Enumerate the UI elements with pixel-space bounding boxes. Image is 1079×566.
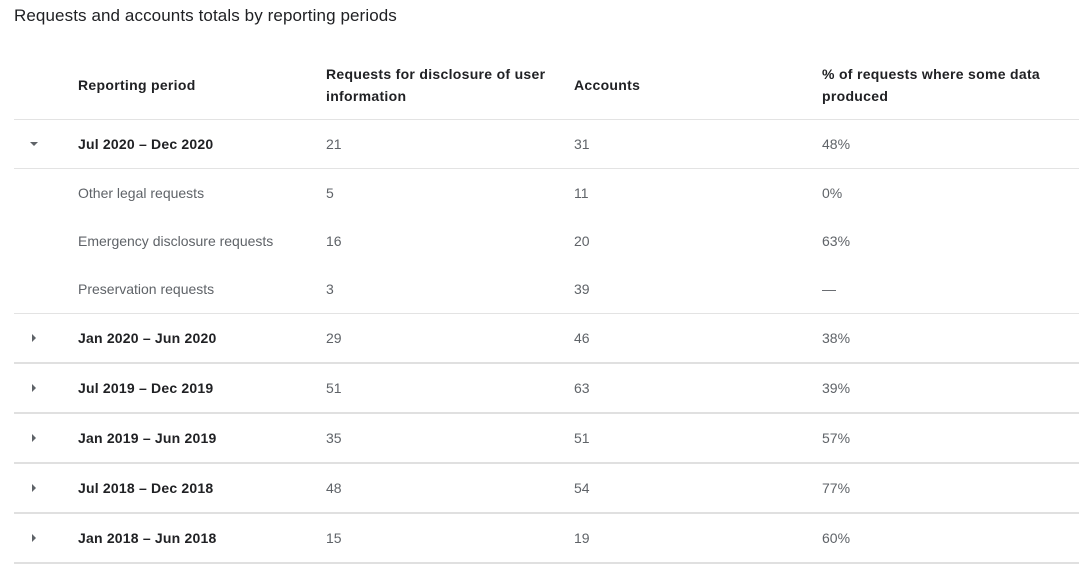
requests-value: 29 bbox=[326, 330, 342, 346]
table-subrow: Other legal requests 5 11 0% bbox=[14, 169, 1079, 217]
percent-value: 0% bbox=[822, 185, 843, 201]
column-header-requests: Requests for disclosure of user informat… bbox=[326, 65, 546, 104]
requests-value: 3 bbox=[326, 281, 334, 297]
triangle-right-icon bbox=[32, 384, 36, 392]
expand-toggle[interactable] bbox=[14, 514, 54, 562]
accounts-value: 54 bbox=[574, 480, 590, 496]
expand-toggle[interactable] bbox=[14, 364, 54, 412]
table-row-period-expanded[interactable]: Jul 2020 – Dec 2020 21 31 48% bbox=[14, 120, 1079, 169]
percent-value: 77% bbox=[822, 480, 851, 496]
accounts-value: 11 bbox=[574, 185, 589, 201]
requests-value: 51 bbox=[326, 380, 342, 396]
requests-value: 48 bbox=[326, 480, 342, 496]
requests-value: 21 bbox=[326, 136, 342, 152]
subrow-label: Emergency disclosure requests bbox=[78, 233, 274, 249]
triangle-right-icon bbox=[32, 334, 36, 342]
percent-value: 57% bbox=[822, 430, 851, 446]
triangle-right-icon bbox=[32, 534, 36, 542]
table-row-period[interactable]: Jul 2019 – Dec 2019 51 63 39% bbox=[14, 364, 1079, 414]
table-row-period[interactable]: Jul 2018 – Dec 2018 48 54 77% bbox=[14, 464, 1079, 514]
accounts-value: 31 bbox=[574, 136, 590, 152]
table-row-period[interactable]: Jan 2018 – Jun 2018 15 19 60% bbox=[14, 514, 1079, 564]
page-title: Requests and accounts totals by reportin… bbox=[14, 6, 397, 25]
requests-value: 15 bbox=[326, 530, 342, 546]
table-header: Reporting period Requests for disclosure… bbox=[14, 50, 1079, 120]
column-header-reporting-period: Reporting period bbox=[78, 76, 196, 93]
accounts-value: 19 bbox=[574, 530, 590, 546]
column-header-accounts: Accounts bbox=[574, 76, 641, 93]
percent-value: 38% bbox=[822, 330, 851, 346]
requests-value: 5 bbox=[326, 185, 334, 201]
percent-value: 60% bbox=[822, 530, 851, 546]
table-subrow: Emergency disclosure requests 16 20 63% bbox=[14, 217, 1079, 265]
period-label: Jan 2018 – Jun 2018 bbox=[78, 530, 217, 546]
expand-toggle[interactable] bbox=[14, 314, 54, 362]
expand-toggle[interactable] bbox=[14, 464, 54, 512]
triangle-right-icon bbox=[32, 434, 36, 442]
period-label: Jul 2019 – Dec 2019 bbox=[78, 380, 214, 396]
triangle-right-icon bbox=[32, 484, 36, 492]
requests-value: 16 bbox=[326, 233, 342, 249]
table-row-period[interactable]: Jan 2019 – Jun 2019 35 51 57% bbox=[14, 414, 1079, 464]
percent-value: 39% bbox=[822, 380, 851, 396]
percent-value: 48% bbox=[822, 136, 851, 152]
accounts-value: 46 bbox=[574, 330, 590, 346]
period-label: Jan 2020 – Jun 2020 bbox=[78, 330, 217, 346]
requests-value: 35 bbox=[326, 430, 342, 446]
subrow-label: Other legal requests bbox=[78, 185, 205, 201]
table-subrow: Preservation requests 3 39 — bbox=[14, 265, 1079, 314]
period-label: Jul 2018 – Dec 2018 bbox=[78, 480, 214, 496]
expand-toggle[interactable] bbox=[14, 414, 54, 462]
period-label: Jul 2020 – Dec 2020 bbox=[78, 136, 214, 152]
column-header-percent-data-produced: % of requests where some data produced bbox=[822, 65, 1040, 104]
period-label: Jan 2019 – Jun 2019 bbox=[78, 430, 217, 446]
percent-value: — bbox=[822, 281, 836, 297]
accounts-value: 63 bbox=[574, 380, 590, 396]
accounts-value: 51 bbox=[574, 430, 590, 446]
accounts-value: 39 bbox=[574, 281, 590, 297]
percent-value: 63% bbox=[822, 233, 851, 249]
expand-toggle[interactable] bbox=[14, 120, 54, 168]
accounts-value: 20 bbox=[574, 233, 590, 249]
totals-table: Reporting period Requests for disclosure… bbox=[14, 50, 1079, 564]
subrow-label: Preservation requests bbox=[78, 281, 215, 297]
table-row-period[interactable]: Jan 2020 – Jun 2020 29 46 38% bbox=[14, 314, 1079, 364]
triangle-down-icon bbox=[30, 142, 38, 146]
